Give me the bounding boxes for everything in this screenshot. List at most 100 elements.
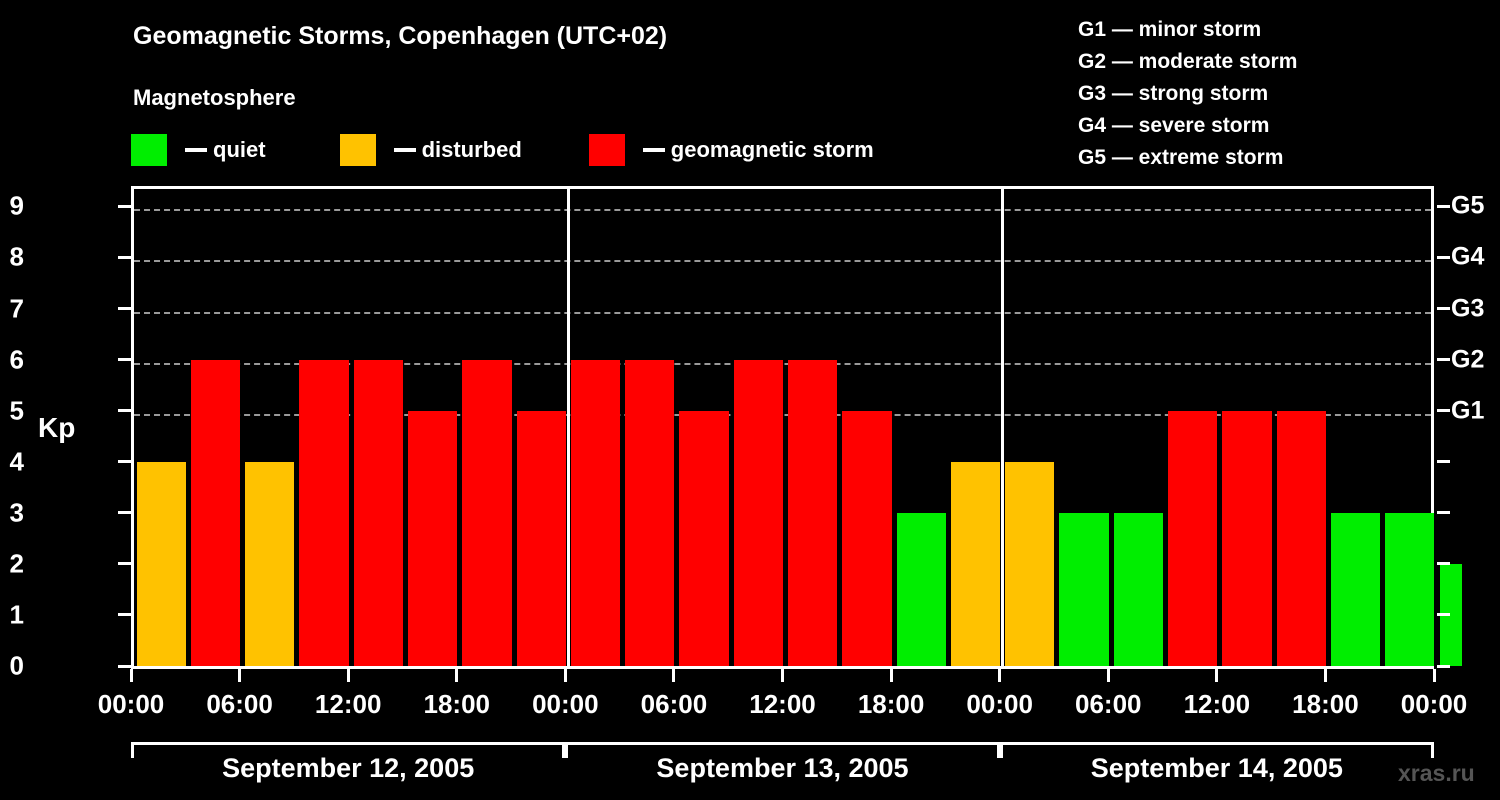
y-tick-mark-0 [118, 664, 131, 668]
bars-container [134, 189, 1462, 666]
g-axis-label-G1: G1 [1451, 396, 1485, 425]
plot-area [131, 186, 1462, 669]
x-tick-mark-10 [1215, 669, 1219, 682]
g-legend-row-5: G5 — extreme storm [1078, 146, 1284, 169]
magnetosphere-label: Magnetosphere [133, 85, 296, 110]
x-tick-label-1: 06:00 [206, 689, 273, 719]
y-tick-label-9: 9 [9, 190, 24, 221]
y-tick-mark-7 [118, 307, 131, 311]
x-tick-label-9: 06:00 [1075, 689, 1142, 719]
x-tick-label-5: 06:00 [640, 689, 708, 719]
y-tick-mark-1 [118, 613, 131, 617]
date-label-2: September 13, 2005 [656, 753, 909, 783]
right-tick-mark-kp-3 [1437, 511, 1450, 515]
g-axis-label-G3: G3 [1451, 294, 1485, 323]
legend-label-quiet: quiet [213, 137, 266, 162]
y-tick-label-0: 0 [9, 650, 24, 681]
g-legend-row-2: G2 — moderate storm [1078, 50, 1298, 73]
x-tick-label-4: 00:00 [532, 689, 599, 719]
x-tick-mark-4 [563, 669, 567, 682]
x-tick-label-10: 12:00 [1183, 689, 1251, 719]
y-tick-label-6: 6 [9, 344, 24, 375]
legend-swatch-storm [588, 134, 625, 166]
y-tick-label-5: 5 [9, 395, 24, 426]
bar [407, 410, 458, 666]
x-tick-mark-1 [238, 669, 242, 682]
x-tick-label-11: 18:00 [1292, 689, 1359, 719]
right-tick-mark-kp-5 [1437, 409, 1450, 413]
bar [353, 359, 403, 666]
bar [462, 359, 512, 666]
g-axis-label-G2: G2 [1451, 345, 1485, 374]
legend-item-storm: geomagnetic storm [588, 133, 874, 167]
bar [245, 461, 295, 666]
x-tick-mark-5 [672, 669, 676, 682]
date-bracket-1 [131, 742, 566, 758]
bar [1005, 461, 1055, 666]
legend-label-storm: geomagnetic storm [670, 137, 874, 162]
y-tick-mark-8 [118, 255, 131, 259]
bar [136, 461, 186, 666]
bar [679, 410, 729, 666]
bar [896, 512, 946, 666]
x-tick-label-3: 18:00 [423, 689, 491, 719]
right-tick-mark-kp-8 [1437, 255, 1450, 259]
right-tick-mark-kp-0 [1437, 664, 1450, 668]
y-tick-label-3: 3 [9, 497, 24, 528]
y-tick-label-2: 2 [9, 548, 24, 579]
bar [299, 359, 349, 666]
x-tick-label-6: 12:00 [749, 689, 816, 719]
x-tick-mark-12 [1432, 669, 1436, 682]
x-tick-label-2: 12:00 [314, 689, 382, 719]
bar [1222, 410, 1272, 666]
y-tick-mark-2 [118, 562, 131, 566]
y-tick-mark-6 [118, 358, 131, 362]
watermark: xras.ru [1398, 760, 1475, 786]
legend-swatch-quiet [131, 134, 167, 166]
x-axis-line [131, 666, 1434, 669]
bar [1385, 512, 1435, 666]
x-tick-mark-2 [346, 669, 350, 682]
legend-swatch-disturbed [339, 134, 376, 166]
right-tick-mark-kp-6 [1437, 358, 1450, 362]
bar [1113, 512, 1164, 666]
legend-label-disturbed: disturbed [421, 137, 522, 162]
y-tick-label-8: 8 [9, 241, 24, 272]
g-legend-row-1: G1 — minor storm [1078, 18, 1262, 41]
gridline-kp-9 [134, 209, 1431, 212]
y-tick-label-1: 1 [9, 599, 24, 630]
y-tick-mark-3 [118, 511, 131, 515]
right-tick-mark-kp-7 [1437, 307, 1450, 311]
g-legend-row-4: G4 — severe storm [1078, 114, 1270, 137]
x-tick-label-0: 00:00 [97, 689, 165, 719]
y-axis-label: Kp [38, 412, 76, 443]
right-tick-mark-kp-2 [1437, 562, 1450, 566]
x-tick-mark-0 [129, 669, 133, 682]
legend-item-quiet: quiet [131, 133, 266, 167]
legend-item-disturbed: disturbed [339, 133, 522, 167]
legend-dash-icon [185, 148, 207, 152]
x-tick-label-7: 18:00 [857, 689, 925, 719]
bar [1330, 512, 1381, 666]
right-tick-mark-kp-9 [1437, 204, 1450, 208]
g-axis-label-G4: G4 [1451, 242, 1485, 271]
date-bracket-3 [999, 742, 1434, 758]
bar [625, 359, 675, 666]
bar [516, 410, 566, 666]
bar [1276, 410, 1326, 666]
gridline-kp-7 [134, 311, 1431, 314]
date-label-3: September 14, 2005 [1090, 753, 1343, 783]
x-tick-mark-3 [455, 669, 459, 682]
legend-dash-icon [642, 148, 665, 152]
x-tick-label-8: 00:00 [966, 689, 1033, 719]
x-tick-mark-11 [1323, 669, 1327, 682]
bar [1439, 563, 1462, 666]
gridline-kp-8 [134, 260, 1431, 263]
bar [733, 359, 783, 666]
x-tick-mark-9 [1106, 669, 1110, 682]
legend: quiet disturbed geomagnetic storm [131, 133, 874, 167]
day-separator-1 [566, 189, 570, 669]
right-tick-mark-kp-4 [1437, 460, 1450, 464]
y-tick-mark-5 [118, 409, 131, 413]
g-scale-legend: G1 — minor storm G2 — moderate storm G3 — … [1078, 14, 1297, 174]
